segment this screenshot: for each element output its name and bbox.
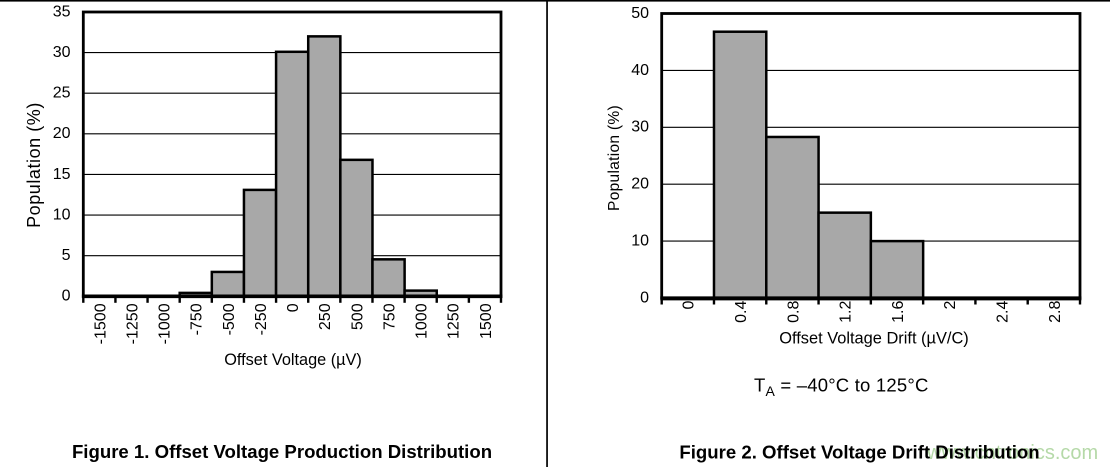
svg-text:Offset Voltage Drift (µV/C): Offset Voltage Drift (µV/C): [779, 330, 969, 348]
svg-text:Figure 2. Offset Voltage Drift: Figure 2. Offset Voltage Drift Distribut…: [679, 442, 1039, 463]
svg-text:0.4: 0.4: [733, 301, 750, 323]
svg-text:Offset Voltage (µV): Offset Voltage (µV): [224, 351, 362, 369]
svg-text:2: 2: [942, 301, 959, 310]
svg-text:40: 40: [631, 62, 649, 79]
svg-text:10: 10: [631, 233, 649, 250]
svg-text:0: 0: [681, 301, 698, 310]
svg-text:250: 250: [317, 303, 334, 330]
svg-text:-1000: -1000: [157, 303, 174, 344]
svg-text:5: 5: [62, 247, 71, 264]
svg-text:2.4: 2.4: [994, 301, 1011, 323]
svg-text:20: 20: [631, 176, 649, 193]
svg-text:-500: -500: [221, 303, 238, 335]
svg-text:TA = –40°C to 125°C: TA = –40°C to 125°C: [754, 375, 929, 400]
svg-text:1.2: 1.2: [838, 301, 855, 323]
svg-text:www.cntronics.com: www.cntronics.com: [926, 442, 1098, 464]
svg-text:30: 30: [53, 44, 71, 61]
svg-text:50: 50: [631, 5, 649, 22]
svg-text:0: 0: [62, 288, 71, 305]
svg-text:25: 25: [53, 85, 71, 102]
svg-text:500: 500: [349, 303, 366, 330]
svg-text:-1250: -1250: [124, 303, 141, 344]
svg-text:1500: 1500: [478, 303, 495, 339]
svg-text:-750: -750: [189, 303, 206, 335]
svg-text:30: 30: [631, 119, 649, 136]
svg-text:1250: 1250: [446, 303, 463, 339]
svg-text:0: 0: [640, 289, 649, 306]
svg-text:35: 35: [53, 3, 71, 20]
svg-text:10: 10: [53, 206, 71, 223]
svg-text:Population (%): Population (%): [24, 102, 44, 228]
svg-text:15: 15: [53, 166, 71, 183]
svg-text:0: 0: [285, 303, 302, 312]
svg-text:-250: -250: [253, 303, 270, 335]
svg-text:20: 20: [53, 125, 71, 142]
svg-text:Population (%): Population (%): [606, 105, 623, 211]
svg-text:0.8: 0.8: [785, 301, 802, 323]
svg-text:1000: 1000: [414, 303, 431, 339]
svg-text:Figure 1. Offset Voltage Produ: Figure 1. Offset Voltage Production Dist…: [72, 441, 492, 462]
svg-text:-1500: -1500: [92, 303, 109, 344]
svg-text:1.6: 1.6: [890, 301, 907, 323]
svg-text:750: 750: [381, 303, 398, 330]
svg-text:2.8: 2.8: [1047, 301, 1064, 323]
